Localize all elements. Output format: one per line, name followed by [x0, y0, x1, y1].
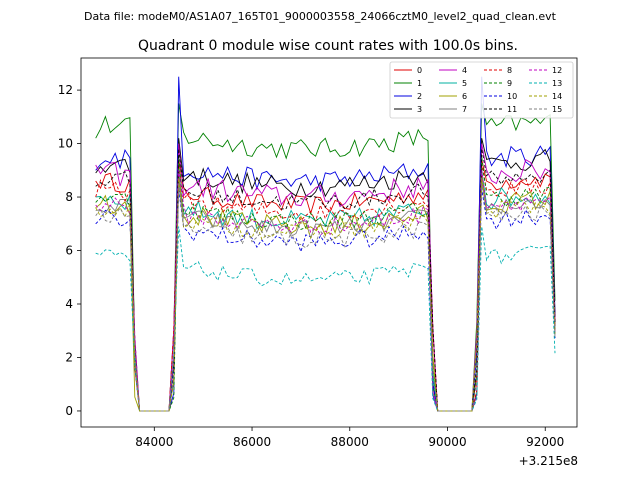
y-tick-label: 4 — [65, 297, 73, 311]
x-tick-label: 86000 — [233, 435, 271, 449]
x-tick-label: 92000 — [526, 435, 564, 449]
legend-label-4: 4 — [462, 66, 467, 75]
series-line-11 — [95, 148, 556, 412]
legend-label-1: 1 — [417, 79, 422, 88]
chart-title: Quadrant 0 module wise count rates with … — [138, 38, 518, 54]
legend-label-15: 15 — [552, 105, 562, 114]
legend-label-6: 6 — [462, 92, 467, 101]
series-layer — [95, 76, 556, 412]
legend-label-11: 11 — [507, 105, 517, 114]
x-tick-label: 90000 — [428, 435, 466, 449]
legend-label-13: 13 — [552, 79, 562, 88]
legend-box — [389, 61, 574, 119]
x-tick-label: 84000 — [135, 435, 173, 449]
axes-layer: 84000 86000 88000 90000 92000 0 2 4 6 8 10 12 — [58, 83, 565, 449]
legend-label-5: 5 — [462, 79, 467, 88]
legend-label-3: 3 — [417, 105, 422, 114]
legend-label-12: 12 — [552, 66, 562, 75]
series-line-15 — [95, 183, 556, 412]
x-offset-text: +3.215e8 — [519, 454, 578, 468]
y-tick-label: 10 — [58, 137, 73, 151]
legend-label-7: 7 — [462, 105, 467, 114]
y-tick-label: 0 — [65, 404, 73, 418]
y-tick-label: 6 — [65, 244, 73, 258]
plot-frame — [80, 57, 578, 428]
legend-label-14: 14 — [552, 92, 562, 101]
legend-label-9: 9 — [507, 79, 512, 88]
series-line-9 — [95, 156, 556, 412]
plot-area — [81, 58, 577, 427]
y-tick-label: 8 — [65, 190, 73, 204]
x-tick-label: 88000 — [331, 435, 369, 449]
series-line-14 — [95, 178, 556, 412]
legend-label-10: 10 — [507, 92, 517, 101]
y-tick-label: 12 — [58, 83, 73, 97]
figure-suptitle: Data file: modeM0/AS1A07_165T01_90000035… — [84, 10, 557, 23]
legend-label-0: 0 — [417, 66, 422, 75]
y-tick-label: 2 — [65, 350, 73, 364]
legend-label-8: 8 — [507, 66, 512, 75]
legend-label-2: 2 — [417, 92, 422, 101]
